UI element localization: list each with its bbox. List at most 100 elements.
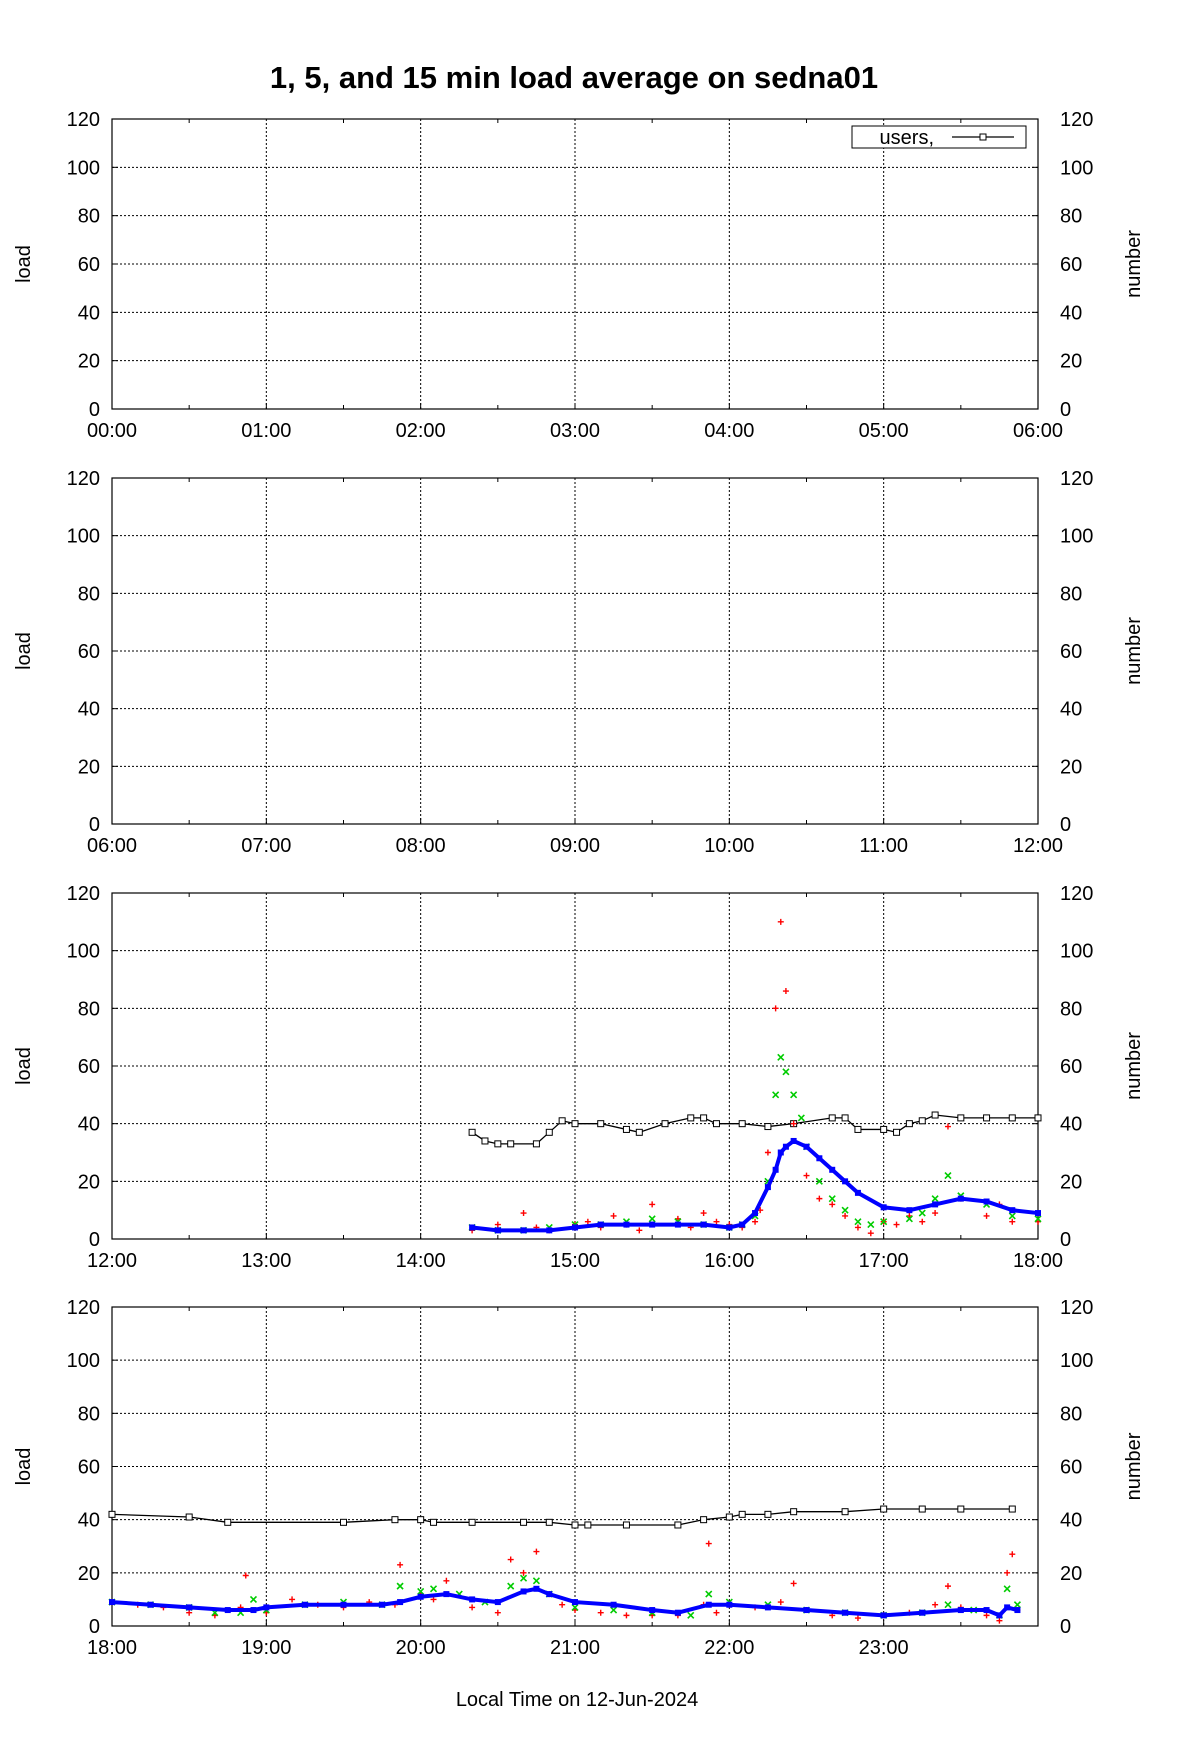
data-point-load1: [854, 1615, 861, 1622]
data-point-load15: [854, 1189, 861, 1196]
y2-tick-label: 100: [1060, 526, 1093, 548]
series-line-users: [111, 1508, 1013, 1526]
x-tick-label: 00:00: [87, 420, 137, 442]
data-point-load15: [649, 1221, 656, 1228]
data-point-load1: [713, 1609, 720, 1616]
data-point-load1: [649, 1201, 656, 1208]
data-point-users: [520, 1518, 528, 1526]
y-tick-label: 40: [78, 699, 100, 721]
series-trace-load15: [471, 1138, 1039, 1233]
data-point-load1: [705, 1540, 712, 1547]
data-point-load15: [957, 1607, 964, 1614]
data-point-load1: [507, 1556, 514, 1563]
data-point-load15: [1014, 1607, 1021, 1614]
data-point-load15: [397, 1599, 404, 1606]
y-tick-label: 0: [89, 399, 100, 421]
data-point-load5: [944, 1172, 952, 1180]
data-point-load1: [803, 1172, 810, 1179]
data-point-load5: [705, 1590, 713, 1598]
y2-tick-label: 0: [1060, 1229, 1071, 1251]
x-tick-label: 07:00: [241, 835, 291, 857]
y2-tick-label: 120: [1060, 468, 1093, 490]
y-tick-label: 80: [78, 583, 100, 605]
panels-group: 0 0 20 20 40 40 60 60 80 80 100 100 120 120 00:00 01:00…: [13, 109, 1145, 1659]
data-point-load1: [610, 1212, 617, 1219]
data-point-load1: [790, 1120, 797, 1127]
y-tick-label: 120: [67, 109, 100, 131]
data-point-users: [931, 1111, 939, 1119]
data-point-users: [725, 1513, 733, 1521]
data-point-load5: [777, 1053, 785, 1061]
data-point-users: [430, 1518, 438, 1526]
y2-tick-label: 40: [1060, 1114, 1082, 1136]
y2-tick-label: 100: [1060, 157, 1093, 179]
data-point-load15: [880, 1204, 887, 1211]
y-tick-label: 60: [78, 1056, 100, 1078]
series-trace-load15: [111, 1586, 1018, 1618]
data-point-load5: [687, 1611, 695, 1619]
series-line-users: [471, 1114, 1038, 1145]
panel-4: 0 0 20 20 40 40 60 60 80 80 100 100 120 120 18:00 19:00…: [13, 1297, 1145, 1659]
y2-tick-label: 20: [1060, 1171, 1082, 1193]
data-point-load15: [739, 1221, 746, 1228]
data-point-users: [828, 1114, 836, 1122]
y2-axis-label: number: [1123, 617, 1145, 685]
y-axis-label: load: [13, 632, 35, 670]
data-point-load5: [790, 1091, 798, 1099]
legend: users,: [851, 125, 1027, 149]
data-point-load1: [397, 1561, 404, 1568]
data-point-load5: [507, 1582, 515, 1590]
data-point-load5: [905, 1215, 913, 1223]
data-point-load15: [705, 1601, 712, 1608]
y2-tick-label: 100: [1060, 1350, 1093, 1372]
y2-tick-label: 40: [1060, 699, 1082, 721]
data-point-users: [417, 1516, 425, 1524]
data-point-users: [340, 1518, 347, 1526]
y2-tick-label: 120: [1060, 109, 1093, 131]
data-point-load1: [777, 1599, 784, 1606]
y2-tick-label: 0: [1060, 814, 1071, 836]
data-point-users: [532, 1140, 540, 1148]
data-point-users: [880, 1125, 888, 1133]
legend-box: [851, 125, 1027, 149]
data-point-load1: [520, 1569, 527, 1576]
data-point-users: [622, 1521, 630, 1529]
y2-tick-label: 120: [1060, 883, 1093, 905]
data-point-users: [738, 1120, 746, 1128]
data-point-load15: [301, 1601, 308, 1608]
y-tick-label: 120: [67, 883, 100, 905]
data-point-load15: [109, 1599, 115, 1606]
x-tick-label: 22:00: [704, 1637, 754, 1659]
data-point-load5: [571, 1603, 579, 1611]
data-point-load1: [854, 1224, 861, 1231]
data-point-users: [391, 1516, 399, 1524]
data-point-load5: [396, 1582, 404, 1590]
data-point-load1: [893, 1221, 900, 1228]
y-tick-label: 120: [67, 468, 100, 490]
data-point-load15: [1035, 1210, 1041, 1217]
data-point-load1: [790, 1580, 797, 1587]
data-point-load1: [494, 1221, 501, 1228]
y2-tick-label: 80: [1060, 206, 1082, 228]
data-point-load1: [816, 1195, 823, 1202]
data-point-load1: [636, 1227, 643, 1234]
data-point-load1: [700, 1210, 707, 1217]
x-tick-label: 05:00: [859, 420, 909, 442]
data-point-load1: [1009, 1551, 1016, 1558]
data-point-load15: [1004, 1604, 1011, 1611]
y-tick-label: 60: [78, 254, 100, 276]
data-point-load15: [649, 1607, 656, 1614]
data-point-users: [635, 1128, 643, 1136]
series-users: [108, 1505, 1016, 1529]
data-point-load1: [932, 1601, 939, 1608]
data-point-load5: [772, 1091, 780, 1099]
y-tick-label: 20: [78, 1171, 100, 1193]
data-point-load15: [726, 1601, 733, 1608]
data-point-load1: [772, 1005, 779, 1012]
x-tick-label: 15:00: [550, 1250, 600, 1272]
data-point-load15: [726, 1224, 733, 1231]
data-point-load1: [443, 1577, 450, 1584]
data-point-load15: [597, 1221, 604, 1228]
x-tick-label: 19:00: [241, 1637, 291, 1659]
data-point-load15: [379, 1601, 386, 1608]
